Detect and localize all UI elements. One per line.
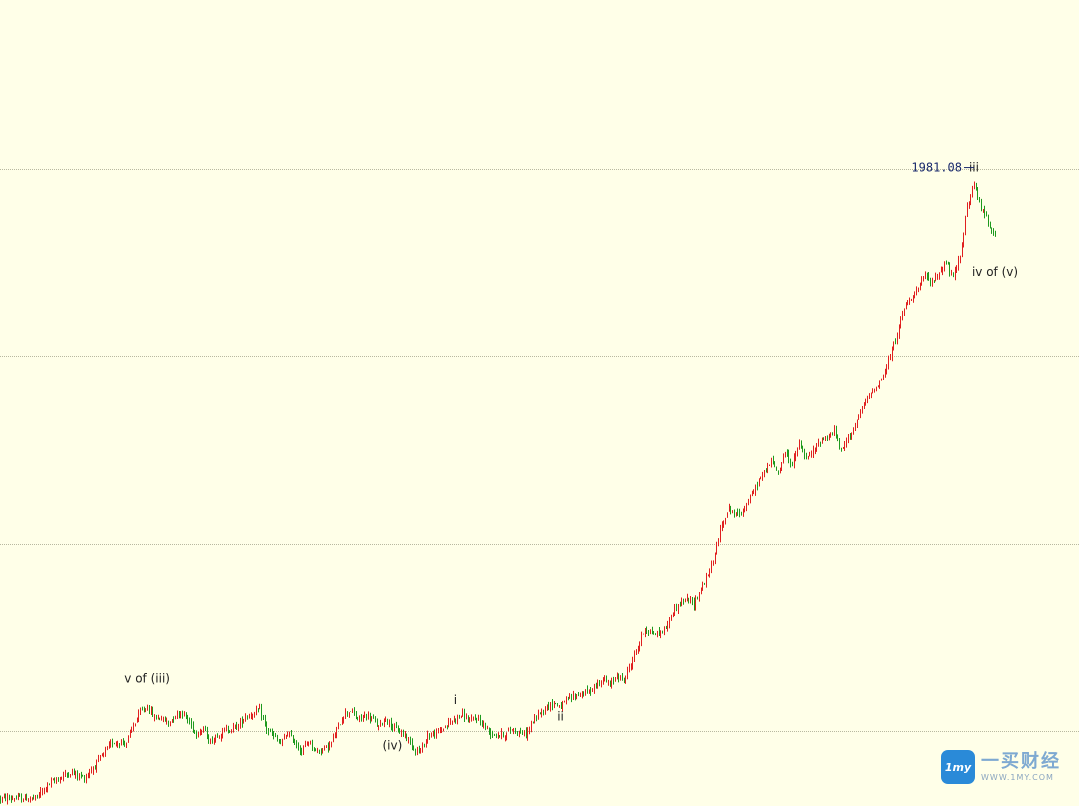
watermark-name: 一买财经 [981, 750, 1061, 772]
candles [0, 181, 996, 805]
price-marker: 1981.08 [911, 161, 974, 175]
watermark-logo-icon: 1my [941, 750, 975, 784]
watermark: 1my 一买财经 WWW.1MY.COM [941, 750, 1061, 784]
wave-label: v of (iii) [124, 672, 170, 686]
gridlines [0, 169, 1079, 732]
price-label: 1981.08 [911, 161, 962, 175]
wave-label: iv of (v) [972, 265, 1018, 279]
wave-label: ii [557, 710, 564, 724]
wave-label: (iv) [382, 738, 402, 752]
wave-label: i [454, 693, 457, 707]
watermark-url: WWW.1MY.COM [981, 772, 1054, 782]
